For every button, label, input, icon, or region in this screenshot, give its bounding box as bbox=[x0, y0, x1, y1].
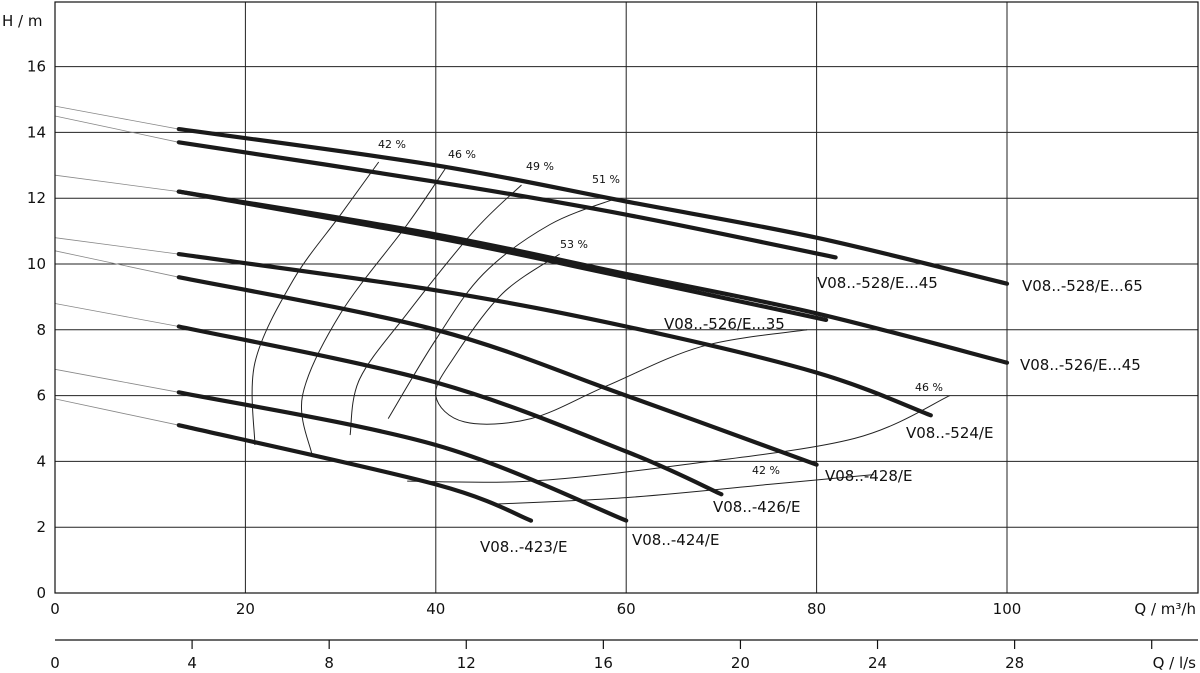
x-tick-label: 0 bbox=[50, 600, 60, 618]
efficiency-label: 53 % bbox=[560, 238, 588, 251]
efficiency-iso-line bbox=[300, 168, 446, 455]
x-tick-label: 100 bbox=[993, 600, 1022, 618]
pump-curve-v08-528-e-45 bbox=[176, 140, 838, 260]
efficiency-label: 51 % bbox=[592, 173, 620, 186]
curve-extension-line bbox=[54, 368, 179, 393]
x2-tick-label: 24 bbox=[868, 654, 887, 672]
curve-extension-line bbox=[54, 115, 179, 143]
pump-curve-v08-423-e bbox=[176, 423, 534, 523]
y-axis-ticks: 0 2 4 6 8 10 12 14 16 bbox=[27, 58, 46, 602]
x-tick-label: 40 bbox=[426, 600, 445, 618]
y-tick-label: 6 bbox=[36, 387, 46, 405]
efficiency-iso-line bbox=[251, 161, 380, 446]
secondary-x-axis: 0 4 8 12 16 20 24 28 bbox=[50, 639, 1198, 672]
curve-label: V08..-524/E bbox=[906, 424, 993, 442]
efficiency-label: 46 % bbox=[448, 148, 476, 161]
pump-curve-v08-528-e-65 bbox=[176, 127, 1010, 286]
efficiency-label: 42 % bbox=[752, 464, 780, 477]
y-tick-label: 10 bbox=[27, 255, 46, 273]
y-tick-label: 12 bbox=[27, 189, 46, 207]
x2-tick-label: 0 bbox=[50, 654, 60, 672]
extension-lines bbox=[54, 105, 179, 426]
pump-curve-v08-524-e bbox=[176, 252, 933, 418]
pump-curve-v08-428-e bbox=[176, 275, 819, 467]
pump-curves bbox=[176, 127, 1010, 523]
curve-label: V08..-528/E...45 bbox=[817, 274, 938, 292]
curve-labels: V08..-528/E...65 V08..-528/E...45 V08..-52… bbox=[480, 274, 1143, 556]
curve-extension-line bbox=[54, 398, 179, 426]
pump-curve-v08-526-e-35 bbox=[176, 189, 829, 322]
y-tick-label: 14 bbox=[27, 123, 46, 141]
x-axis-ticks: 0 20 40 60 80 100 bbox=[50, 600, 1021, 618]
curve-label: V08..-424/E bbox=[632, 531, 719, 549]
efficiency-iso-line bbox=[492, 474, 874, 505]
efficiency-iso-line bbox=[435, 253, 808, 425]
x2-tick-label: 28 bbox=[1005, 654, 1024, 672]
curve-label: V08..-428/E bbox=[825, 467, 912, 485]
y-tick-label: 16 bbox=[27, 58, 46, 76]
x-axis-secondary-label: Q / l/s bbox=[1153, 654, 1197, 672]
y-tick-label: 2 bbox=[36, 518, 46, 536]
efficiency-iso-line bbox=[387, 197, 617, 419]
x2-tick-label: 12 bbox=[457, 654, 476, 672]
x2-tick-label: 16 bbox=[594, 654, 613, 672]
x-tick-label: 20 bbox=[236, 600, 255, 618]
y-axis-label: H / m bbox=[2, 12, 42, 30]
curve-extension-line bbox=[54, 250, 179, 278]
efficiency-label: 46 % bbox=[915, 381, 943, 394]
x2-tick-label: 20 bbox=[731, 654, 750, 672]
curve-label: V08..-526/E...45 bbox=[1020, 356, 1141, 374]
pump-curve-v08-424-e bbox=[176, 390, 629, 523]
efficiency-label: 49 % bbox=[526, 160, 554, 173]
x-axis-label: Q / m³/h bbox=[1134, 600, 1196, 618]
efficiency-iso-line bbox=[407, 395, 951, 483]
curve-label: V08..-526/E...35 bbox=[664, 315, 785, 333]
curve-extension-line bbox=[54, 303, 179, 327]
curve-extension-line bbox=[54, 105, 179, 130]
y-tick-label: 8 bbox=[36, 321, 46, 339]
curve-label: V08..-426/E bbox=[713, 498, 800, 516]
pump-curve-v08-426-e bbox=[176, 324, 724, 497]
x-tick-label: 80 bbox=[807, 600, 826, 618]
efficiency-label: 42 % bbox=[378, 138, 406, 151]
curve-extension-line bbox=[54, 174, 179, 192]
efficiency-iso-line bbox=[349, 184, 522, 436]
plot-frame bbox=[54, 1, 1199, 594]
y-tick-label: 0 bbox=[36, 584, 46, 602]
efficiency-contours: 42 % 46 % 49 % 51 % 53 % 46 % 42 % bbox=[251, 138, 951, 505]
curve-extension-line bbox=[54, 237, 179, 255]
y-tick-label: 4 bbox=[36, 452, 46, 470]
x2-tick-label: 8 bbox=[324, 654, 334, 672]
grid-lines bbox=[55, 2, 1198, 593]
curve-label: V08..-423/E bbox=[480, 538, 567, 556]
x2-tick-label: 4 bbox=[187, 654, 197, 672]
curve-label: V08..-528/E...65 bbox=[1022, 277, 1143, 295]
x-tick-label: 60 bbox=[617, 600, 636, 618]
